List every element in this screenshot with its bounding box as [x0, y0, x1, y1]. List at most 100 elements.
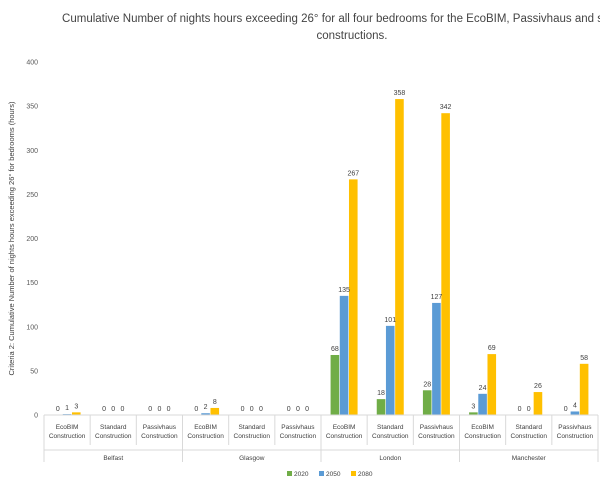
category-label: EcoBIM [471, 424, 494, 431]
data-label: 0 [296, 406, 300, 413]
bar-2020 [469, 412, 478, 415]
y-tick-label: 300 [26, 148, 38, 155]
data-label: 0 [518, 406, 522, 413]
category-label: Construction [187, 433, 224, 440]
data-label: 0 [564, 406, 568, 413]
category-label: Construction [280, 433, 317, 440]
data-label: 58 [580, 355, 588, 362]
data-label: 101 [384, 317, 396, 324]
data-label: 28 [423, 381, 431, 388]
legend: 2020 2050 2080 [287, 471, 373, 478]
y-tick-label: 100 [26, 324, 38, 331]
bar-2050 [432, 302, 441, 415]
category-label: Construction [49, 433, 86, 440]
bar-2080 [487, 354, 497, 415]
category-label: Construction [95, 433, 132, 440]
bar-2020 [376, 399, 386, 415]
bar-2080 [395, 99, 404, 415]
y-tick-label: 50 [30, 368, 38, 375]
category-label: Construction [326, 433, 363, 440]
data-label: 3 [471, 403, 475, 410]
y-tick-label: 250 [26, 192, 38, 199]
category-label: Construction [234, 433, 271, 440]
y-axis-label: Criteria 2: Cumulative Number of nights … [7, 101, 16, 375]
x-axis-groups: Belfast Glasgow London Manchester [103, 455, 546, 462]
data-label: 18 [377, 390, 385, 397]
category-label: EcoBIM [56, 424, 79, 431]
category-label: Passivhaus [558, 424, 592, 431]
bar-2050 [478, 393, 487, 415]
category-label: EcoBIM [333, 424, 356, 431]
data-label: 0 [157, 406, 161, 413]
data-label: 0 [194, 406, 198, 413]
chart-title-line: constructions. [317, 30, 388, 42]
bar-2050 [339, 295, 349, 415]
data-label: 358 [394, 90, 406, 97]
category-label: Construction [511, 433, 548, 440]
x-axis-categories: EcoBIM Construction Standard Construction Pa… [49, 424, 594, 440]
legend-swatch-2050 [319, 471, 324, 476]
bar-2020 [422, 390, 432, 415]
data-label: 24 [479, 385, 487, 392]
category-label: Construction [372, 433, 409, 440]
data-label: 69 [488, 345, 496, 352]
group-label: Manchester [512, 455, 547, 462]
bar-2080 [348, 179, 358, 415]
data-label: 3 [74, 403, 78, 410]
legend-swatch-2080 [351, 471, 356, 476]
bar-2020 [330, 354, 340, 415]
chart-title-line: Cumulative Number of nights hours exceed… [62, 13, 600, 25]
data-label: 0 [102, 406, 106, 413]
category-label: Standard [516, 424, 543, 431]
data-label: 2 [204, 404, 208, 411]
y-tick-label: 400 [26, 60, 38, 67]
data-label: 0 [305, 406, 309, 413]
category-label: Construction [464, 433, 501, 440]
group-label: London [379, 455, 401, 462]
legend-label: 2050 [326, 471, 341, 478]
category-label: Construction [141, 433, 178, 440]
legend-label: 2080 [358, 471, 373, 478]
x-axis [43, 414, 599, 462]
y-axis-title: Criteria 2: Cumulative Number of nights … [7, 101, 16, 375]
data-label: 0 [287, 406, 291, 413]
data-label: 0 [120, 406, 124, 413]
y-tick-label: 350 [26, 104, 38, 111]
category-label: Construction [557, 433, 594, 440]
data-label: 1 [65, 405, 69, 412]
data-label: 0 [56, 406, 60, 413]
data-label: 0 [111, 406, 115, 413]
data-label: 4 [573, 402, 577, 409]
category-label: Passivhaus [143, 424, 177, 431]
data-label: 135 [338, 287, 350, 294]
legend-label: 2020 [294, 471, 309, 478]
y-tick-label: 0 [34, 413, 38, 420]
category-label: Construction [418, 433, 455, 440]
y-tick-label: 150 [26, 280, 38, 287]
category-label: Standard [100, 424, 127, 431]
category-label: EcoBIM [194, 424, 217, 431]
group-label: Glasgow [239, 455, 265, 462]
group-label: Belfast [103, 455, 123, 462]
data-label: 0 [259, 406, 263, 413]
data-label: 0 [148, 406, 152, 413]
y-tick-label: 200 [26, 236, 38, 243]
category-label: Standard [377, 424, 404, 431]
category-label: Passivhaus [420, 424, 454, 431]
bar-2080 [579, 363, 589, 415]
bar-2050 [570, 411, 580, 415]
legend-swatch-2020 [287, 471, 292, 476]
bar-2050 [385, 325, 395, 415]
data-labels: 0 1 3 0 0 0 0 0 0 0 280 0 0 0 0 06813526718101358281273… [56, 90, 588, 413]
bar-2050 [201, 413, 210, 415]
bar-2080 [533, 392, 543, 415]
data-label: 8 [213, 399, 217, 406]
data-label: 0 [167, 406, 171, 413]
data-label: 342 [440, 104, 452, 111]
data-label: 0 [241, 406, 245, 413]
bar-2080 [441, 113, 450, 415]
category-label: Standard [239, 424, 266, 431]
bar-2080 [71, 412, 81, 415]
